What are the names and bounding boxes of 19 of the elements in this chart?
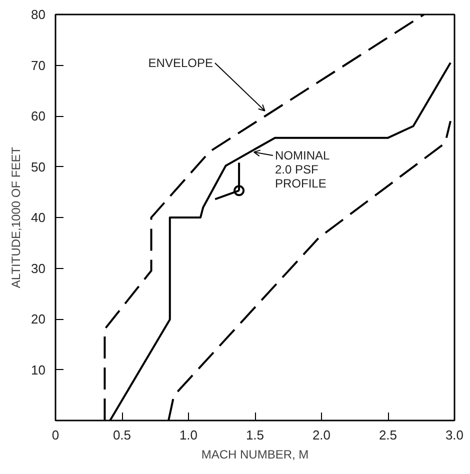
x-tick-label: 2.5: [378, 428, 398, 442]
y-tick-label: 70: [31, 58, 46, 73]
y-tick-label: 10: [31, 362, 46, 378]
x-tick-label: 0: [52, 428, 60, 442]
annotation: NOMINAL 2.0 PSF PROFILE: [275, 148, 330, 191]
x-tick-label: 3.0: [445, 428, 464, 442]
y-tick-label: 50: [31, 159, 46, 174]
y-tick-label: 60: [31, 108, 46, 124]
y-tick-label: 80: [31, 7, 46, 22]
y-tick-label: 40: [31, 210, 46, 225]
y-tick-label: 30: [31, 260, 46, 276]
x-tick-label: 2.0: [312, 428, 331, 442]
x-tick-label: 1.5: [246, 428, 264, 442]
x-tick-label: 0.5: [112, 428, 132, 442]
y-axis-title: ALTITUDE,1000 OF FEET: [9, 146, 24, 288]
x-tick-label: 1.0: [179, 428, 198, 442]
x-axis-title: MACH NUMBER, M: [201, 448, 309, 462]
annotation: ENVELOPE: [148, 56, 213, 70]
y-tick-label: 20: [31, 312, 46, 326]
